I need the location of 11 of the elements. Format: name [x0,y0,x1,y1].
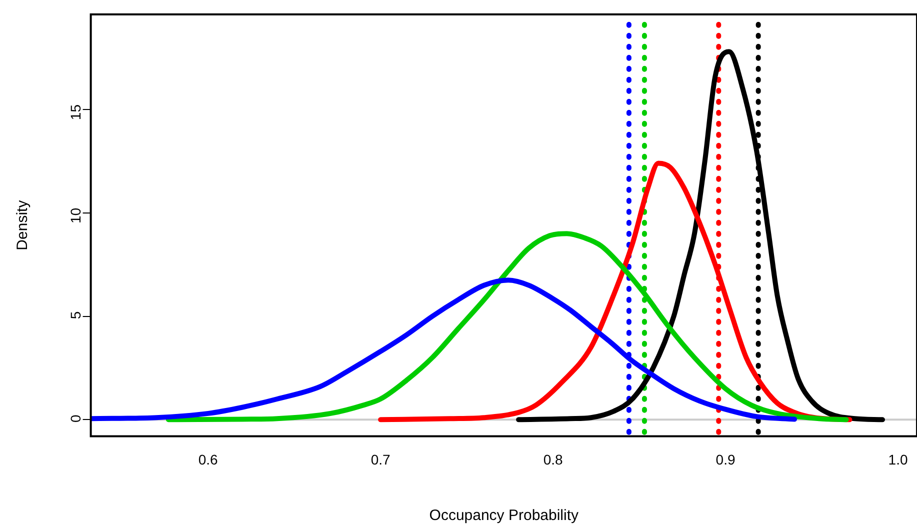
y-tick-label: 5 [68,311,84,320]
x-axis-title: Occupancy Probability [429,507,580,524]
y-axis-title: Density [14,200,32,250]
y-tick-label: 0 [68,414,84,422]
x-tick-label: 0.9 [716,451,736,468]
x-tick-label: 0.6 [198,451,218,468]
x-tick-label: 0.7 [370,451,391,468]
x-tick-label: 1.0 [888,451,908,468]
y-tick-label: 15 [68,104,84,120]
x-tick-label: 0.8 [543,451,563,468]
y-tick-label: 10 [68,208,84,224]
